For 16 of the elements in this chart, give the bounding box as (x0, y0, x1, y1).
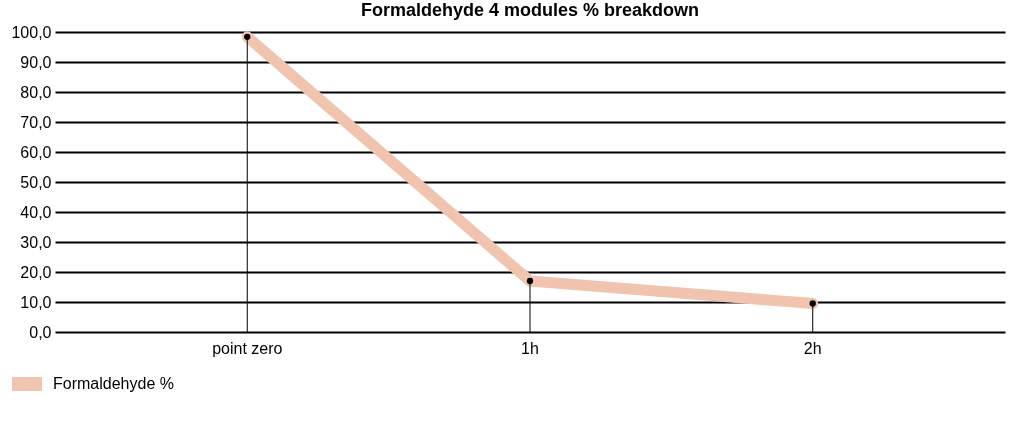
y-tick-label: 30,0 (20, 233, 52, 251)
x-tick-label: 2h (803, 339, 822, 357)
y-tick-label: 10,0 (20, 293, 52, 311)
x-tick-label: point zero (212, 339, 283, 357)
chart-title: Formaldehyde 4 modules % breakdown (360, 0, 700, 20)
y-tick-label: 70,0 (20, 113, 52, 131)
y-tick-label: 0,0 (29, 323, 52, 341)
y-tick-label: 80,0 (20, 83, 52, 101)
y-tick-label: 50,0 (20, 173, 52, 191)
y-tick-label: 40,0 (20, 203, 52, 221)
legend-label: Formaldehyde % (53, 375, 174, 392)
x-tick-label: 1h (521, 339, 539, 357)
y-tick-label: 20,0 (20, 263, 52, 281)
y-tick-label: 90,0 (20, 53, 52, 71)
y-tick-label: 60,0 (20, 143, 52, 161)
y-tick-label: 100,0 (11, 23, 52, 41)
